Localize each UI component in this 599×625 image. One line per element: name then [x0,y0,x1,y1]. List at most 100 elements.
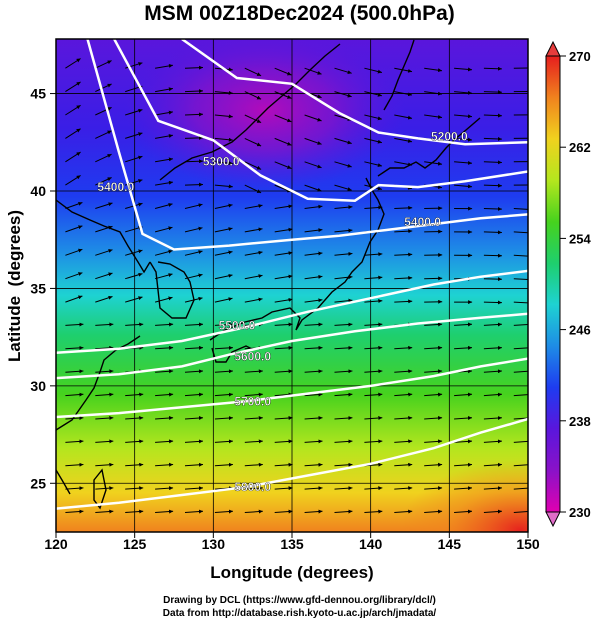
wind-arrow [184,135,204,140]
wind-arrow [125,509,144,514]
wind-arrow [214,345,233,350]
wind-arrow [454,137,473,142]
wind-arrow [155,439,174,444]
colorbar-tick-label: 254 [569,231,591,246]
wind-arrow [364,486,383,491]
wind-arrow [274,67,292,76]
height-contour-5600 [56,312,528,380]
wind-arrow [454,114,473,119]
japan-coastline [209,117,481,363]
wind-arrow [184,89,204,94]
x-tick-label: 135 [280,536,304,552]
wind-arrow [364,322,383,327]
wind-arrow [155,415,174,420]
wind-arrow [274,322,293,327]
contour-label: 5700.0 [234,394,271,408]
wind-arrow [214,273,233,280]
wind-arrow [304,228,323,233]
wind-arrow [364,299,383,304]
contour-label: 5400.0 [404,215,441,229]
wind-arrow [155,369,174,374]
wind-arrow [244,67,262,77]
wind-arrow [95,295,113,303]
wind-arrow [424,439,443,444]
wind-arrow [65,439,84,444]
wind-arrow [483,230,502,235]
wind-arrow [394,509,413,514]
wind-arrow [364,252,383,257]
wind-arrow [483,322,502,327]
wind-arrow [65,151,81,163]
wind-arrow [334,67,352,75]
wind-arrow [304,114,322,122]
wind-arrow [65,201,83,209]
wind-arrow [274,251,293,256]
wind-arrow [394,299,413,304]
wind-arrow [155,63,173,69]
x-axis-label: Longitude (degrees) [210,563,373,582]
wind-arrow [125,486,144,491]
wind-arrow [424,415,443,420]
wind-arrow [483,392,502,397]
height-contour-5300 [113,39,528,202]
height-contour-5500 [56,269,528,354]
plot-area: 5200.0 5300.0 5400.0 5400.0 5500.0 5600.0 5700… [56,39,528,532]
x-tick-label: 120 [44,536,68,552]
height-contour-layer [56,39,528,510]
wind-arrow [454,462,473,467]
wind-arrow [184,322,204,327]
height-contour-5800 [56,417,528,510]
wind-arrow [454,184,473,189]
wind-arrow [214,137,233,142]
wind-arrow [184,65,204,70]
wind-arrow [364,205,383,210]
wind-arrow [334,161,352,168]
wind-arrow [483,300,502,305]
wind-arrow [154,202,173,209]
wind-arrow [364,114,383,121]
wind-arrow [304,369,323,374]
wind-arrow [214,161,233,166]
wind-arrow [454,90,473,95]
wind-arrow [274,184,292,193]
wind-arrow [155,180,173,186]
wind-arrow [125,392,144,397]
wind-arrow [334,509,353,514]
wind-arrow [95,153,112,163]
wind-arrow [274,415,293,420]
wind-arrow [304,184,322,192]
wind-arrow [304,415,323,420]
wind-arrow [155,134,173,139]
wind-arrow [424,67,443,73]
contour-label: 5400.0 [97,180,134,194]
wind-arrow [95,60,112,69]
wind-arrow [304,322,323,327]
wind-arrow [214,392,233,397]
x-tick-label: 130 [202,536,226,552]
wind-arrow [155,322,174,327]
wind-arrow [125,415,144,420]
wind-arrow [483,345,502,350]
wind-arrow [95,130,112,139]
colorbar-tick-label: 230 [569,505,591,520]
wind-arrow [274,91,292,99]
wind-arrow [65,369,84,374]
wind-arrow [334,369,353,374]
wind-arrow [214,509,233,514]
wind-arrow [214,250,233,256]
wind-arrow [155,157,173,163]
wind-arrow [95,272,113,280]
wind-arrow [304,251,323,256]
wind-arrow [483,66,502,71]
wind-arrow [244,161,262,170]
x-tick-label: 145 [438,536,462,552]
wind-arrow [454,160,473,165]
colorbar-tick-label: 246 [569,323,591,338]
x-axis: 120 125 130 135 140 145 150 [44,532,540,552]
wind-arrow [65,104,81,116]
wind-arrow [154,296,173,303]
wind-arrow [304,439,323,444]
wind-arrow [334,184,352,191]
wind-arrow [394,415,413,420]
colorbar-tick-label: 262 [569,140,591,155]
